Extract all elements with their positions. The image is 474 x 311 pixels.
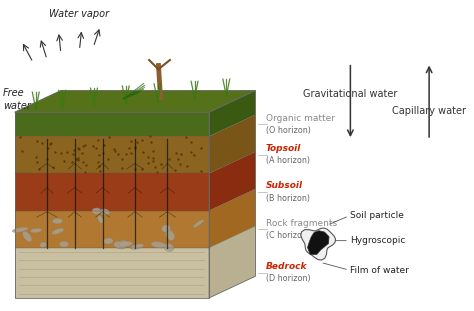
Ellipse shape xyxy=(193,220,204,228)
Text: Rock fragments: Rock fragments xyxy=(265,219,337,228)
Text: (C horizon): (C horizon) xyxy=(265,231,310,240)
Text: (O horizon): (O horizon) xyxy=(265,126,310,135)
Text: Water vapor: Water vapor xyxy=(49,9,109,19)
Ellipse shape xyxy=(52,228,64,234)
Ellipse shape xyxy=(166,230,174,240)
Polygon shape xyxy=(15,211,209,248)
Polygon shape xyxy=(15,248,209,298)
Text: Capillary water: Capillary water xyxy=(392,106,466,116)
Text: Soil particle: Soil particle xyxy=(350,211,404,220)
Polygon shape xyxy=(15,112,209,136)
Polygon shape xyxy=(209,115,255,174)
Ellipse shape xyxy=(164,244,173,252)
Text: Film of water: Film of water xyxy=(350,266,409,275)
Ellipse shape xyxy=(151,242,166,248)
Text: Free
water: Free water xyxy=(3,88,31,111)
Text: (B horizon): (B horizon) xyxy=(265,193,310,202)
Ellipse shape xyxy=(12,227,28,232)
Ellipse shape xyxy=(162,225,170,232)
Polygon shape xyxy=(15,91,255,112)
Text: Organic matter: Organic matter xyxy=(265,114,335,123)
Ellipse shape xyxy=(114,242,126,249)
Text: Subsoil: Subsoil xyxy=(265,182,303,190)
Text: Gravitational water: Gravitational water xyxy=(303,89,398,99)
Ellipse shape xyxy=(104,238,113,244)
Polygon shape xyxy=(15,136,209,174)
Ellipse shape xyxy=(52,218,63,224)
Polygon shape xyxy=(15,174,209,211)
Ellipse shape xyxy=(119,241,132,247)
Ellipse shape xyxy=(30,229,42,233)
Text: Hygroscopic: Hygroscopic xyxy=(350,236,406,245)
Polygon shape xyxy=(15,91,255,112)
Ellipse shape xyxy=(60,241,68,247)
Polygon shape xyxy=(209,91,255,136)
Ellipse shape xyxy=(23,231,32,242)
Ellipse shape xyxy=(119,240,128,246)
Polygon shape xyxy=(301,228,336,260)
Text: Topsoil: Topsoil xyxy=(265,144,301,153)
Polygon shape xyxy=(209,152,255,211)
Polygon shape xyxy=(209,226,255,298)
Text: (A horizon): (A horizon) xyxy=(265,156,310,165)
Polygon shape xyxy=(209,189,255,248)
Ellipse shape xyxy=(100,209,109,215)
Ellipse shape xyxy=(92,208,101,214)
Text: (D horizon): (D horizon) xyxy=(265,274,310,283)
Ellipse shape xyxy=(98,215,103,223)
Ellipse shape xyxy=(40,242,46,247)
Ellipse shape xyxy=(130,244,144,249)
Text: Bedrock: Bedrock xyxy=(265,262,307,271)
Polygon shape xyxy=(308,231,329,254)
